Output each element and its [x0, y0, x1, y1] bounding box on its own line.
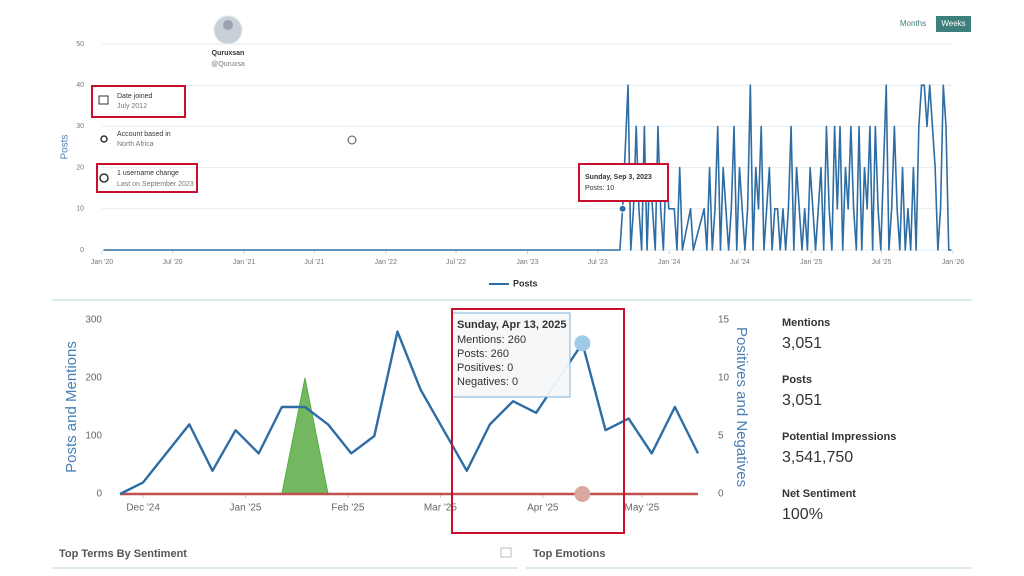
x-tick-label: Jul '23	[588, 259, 608, 266]
tooltip-title: Sunday, Apr 13, 2025	[457, 319, 566, 331]
tooltip-line: Positives: 0	[457, 362, 513, 374]
y-tick-label: 10	[76, 206, 84, 213]
weeks-toggle[interactable]: Weeks	[941, 19, 965, 28]
tooltip-title: Sunday, Sep 3, 2023	[585, 174, 652, 181]
section-title: Top Emotions	[533, 548, 606, 560]
hover-marker	[574, 486, 591, 502]
detail-value: Last on September 2023	[117, 181, 194, 188]
x-tick-label: Jul '22	[446, 259, 466, 266]
x-tick-label: Jan '22	[375, 259, 397, 266]
highlight-box	[96, 163, 198, 193]
y-tick-label: 50	[76, 41, 84, 48]
y-axis-title: Posts and Mentions	[63, 341, 80, 473]
y-tick-label: 40	[76, 82, 84, 89]
tooltip-line: Posts: 260	[457, 348, 509, 360]
stat-label: Potential Impressions	[782, 431, 896, 443]
stat-label: Posts	[782, 374, 812, 386]
y2-tick-label: 5	[718, 431, 724, 442]
highlight-box	[451, 308, 625, 534]
detail-value: July 2012	[117, 103, 147, 110]
x-tick-label: Jul '24	[730, 259, 750, 266]
hover-marker	[574, 335, 591, 352]
x-tick-label: Jan '26	[942, 259, 964, 266]
mentions-chart: 0 100 200 300 0 5 10 15 Dec '24 Jan '25 Feb '25 Mar…	[63, 315, 750, 514]
x-tick-label: Jan '21	[233, 259, 255, 266]
avatar-head	[223, 20, 233, 30]
profile-name: Quruxsan	[212, 50, 245, 57]
profile-handle: @Quruxsa	[211, 61, 245, 68]
stat-label: Net Sentiment	[782, 488, 856, 500]
line	[103, 84, 952, 251]
section-title: Top Terms By Sentiment	[59, 548, 187, 560]
hover-marker	[618, 204, 627, 213]
x-tick-label: May '25	[624, 503, 659, 514]
x-tick-label: Jan '25	[230, 503, 262, 514]
detail-label: 1 username change	[117, 170, 179, 177]
line	[119, 330, 700, 496]
y-tick-label: 200	[85, 373, 102, 384]
x-tick-label: Jul '20	[163, 259, 183, 266]
detail-label: Date joined	[117, 93, 153, 100]
detail-label: Account based in	[117, 131, 171, 138]
y2-tick-label: 10	[718, 373, 730, 384]
y2-tick-label: 0	[718, 489, 724, 500]
tooltip-line: Negatives: 0	[457, 376, 518, 388]
y2-tick-label: 15	[718, 315, 730, 326]
detail-value: North Africa	[117, 141, 154, 148]
x-tick-label: Jul '25	[872, 259, 892, 266]
tooltip-line: Mentions: 260	[457, 334, 526, 346]
highlight-box	[91, 85, 186, 118]
tooltip	[578, 163, 669, 202]
x-tick-label: Jan '25	[800, 259, 822, 266]
area	[120, 377, 698, 495]
stat-value: 3,051	[782, 335, 822, 352]
y2-axis-title: Positives and Negatives	[733, 327, 750, 487]
y-tick-label: 300	[85, 315, 102, 326]
weeks-button[interactable]	[936, 16, 971, 32]
y-tick-label: 20	[76, 164, 84, 171]
x-tick-label: Dec '24	[126, 503, 160, 514]
x-tick-label: Jul '21	[304, 259, 324, 266]
y-tick-label: 30	[76, 123, 84, 130]
tooltip-line: Posts: 10	[585, 185, 614, 192]
y-tick-label: 100	[85, 431, 102, 442]
months-toggle[interactable]: Months	[900, 19, 926, 28]
x-tick-label: Jan '23	[516, 259, 538, 266]
posts-chart: 0 10 20 30 40 50 Jan '20 Jul '20 Jan '21 Jul '21 J…	[60, 41, 965, 289]
y-axis-title: Posts	[60, 134, 71, 159]
stat-label: Mentions	[782, 317, 830, 329]
x-tick-label: Mar '25	[424, 503, 457, 514]
info-icon[interactable]	[347, 135, 357, 145]
stat-value: 100%	[782, 506, 823, 523]
chart-icon[interactable]	[500, 547, 512, 558]
x-tick-label: Jan '20	[91, 259, 113, 266]
x-tick-label: Apr '25	[527, 503, 559, 514]
location-icon	[100, 135, 108, 143]
at-icon	[99, 173, 109, 183]
tooltip	[451, 312, 571, 398]
legend-label: Posts	[513, 278, 538, 288]
calendar-icon	[98, 95, 109, 105]
stat-value: 3,541,750	[782, 449, 853, 466]
stat-value: 3,051	[782, 392, 822, 409]
x-tick-label: Feb '25	[331, 503, 364, 514]
x-tick-label: Jan '24	[658, 259, 680, 266]
y-tick-label: 0	[80, 247, 84, 254]
y-tick-label: 0	[96, 489, 102, 500]
